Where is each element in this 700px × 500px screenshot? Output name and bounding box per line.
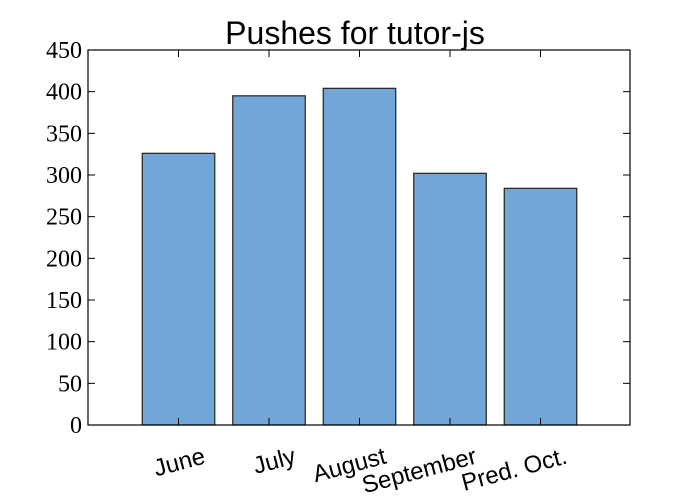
bar-june (141, 152, 216, 426)
y-tick-label-250: 250 (46, 205, 82, 231)
chart-title: Pushes for tutor-js (225, 15, 485, 51)
x-tick-label-june: June (151, 443, 208, 483)
bars-layer (141, 87, 578, 426)
x-tick-label-july: July (250, 443, 298, 480)
y-tick-label-350: 350 (46, 121, 82, 147)
y-tick-label-0: 0 (70, 413, 82, 439)
y-axis-ticks: 0 50 100 150 200 250 300 350 400 450 (46, 38, 630, 439)
y-tick-label-150: 150 (46, 288, 82, 314)
y-tick-label-200: 200 (46, 246, 82, 272)
bar-august (322, 87, 397, 426)
y-tick-label-100: 100 (46, 330, 82, 356)
y-tick-label-400: 400 (46, 80, 82, 106)
y-tick-label-50: 50 (58, 371, 82, 397)
bar-july (232, 95, 306, 426)
x-tick-label-pred-oct: Pred. Oct. (459, 443, 570, 497)
bar-september (413, 172, 487, 426)
bar-pred-oct (503, 187, 578, 426)
y-tick-label-450: 450 (46, 38, 82, 64)
plot-frame (87, 49, 631, 426)
y-tick-label-300: 300 (46, 163, 82, 189)
